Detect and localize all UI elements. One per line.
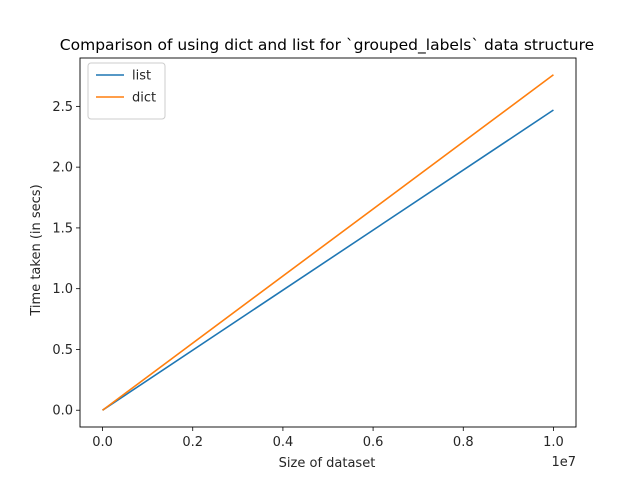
y-axis-label: Time taken (in secs): [29, 184, 44, 316]
x-axis-ticks: 0.0 0.2 0.4 0.6 0.8 1.0: [92, 427, 564, 450]
legend-box: [87, 62, 166, 120]
x-tick-label: 0.8: [453, 435, 474, 450]
y-tick-label: 0.0: [52, 404, 73, 419]
y-tick-label: 1.0: [52, 282, 73, 297]
y-tick-label: 2.0: [52, 161, 73, 176]
legend-label-dict: dict: [132, 91, 156, 106]
series-line-list: [102, 109, 554, 411]
y-tick-label: 1.5: [52, 221, 73, 236]
plot-area-frame: [79, 57, 577, 428]
legend: list dict: [87, 62, 166, 120]
y-tick-label: 0.5: [52, 343, 73, 358]
y-tick-label: 2.5: [52, 100, 73, 115]
x-tick-label: 0.0: [92, 435, 113, 450]
legend-label-list: list: [132, 69, 151, 84]
series-layer: [102, 74, 554, 411]
x-tick-label: 0.4: [273, 435, 294, 450]
x-tick-label: 1.0: [543, 435, 564, 450]
y-axis-ticks: 0.0 0.5 1.0 1.5 2.0 2.5: [52, 100, 80, 419]
x-axis-offset-label: 1e7: [551, 455, 576, 470]
chart-title: Comparison of using dict and list for `g…: [60, 36, 594, 55]
x-tick-label: 0.2: [182, 435, 203, 450]
series-line-dict: [102, 74, 554, 411]
x-axis-label: Size of dataset: [279, 456, 376, 471]
x-tick-label: 0.6: [363, 435, 384, 450]
